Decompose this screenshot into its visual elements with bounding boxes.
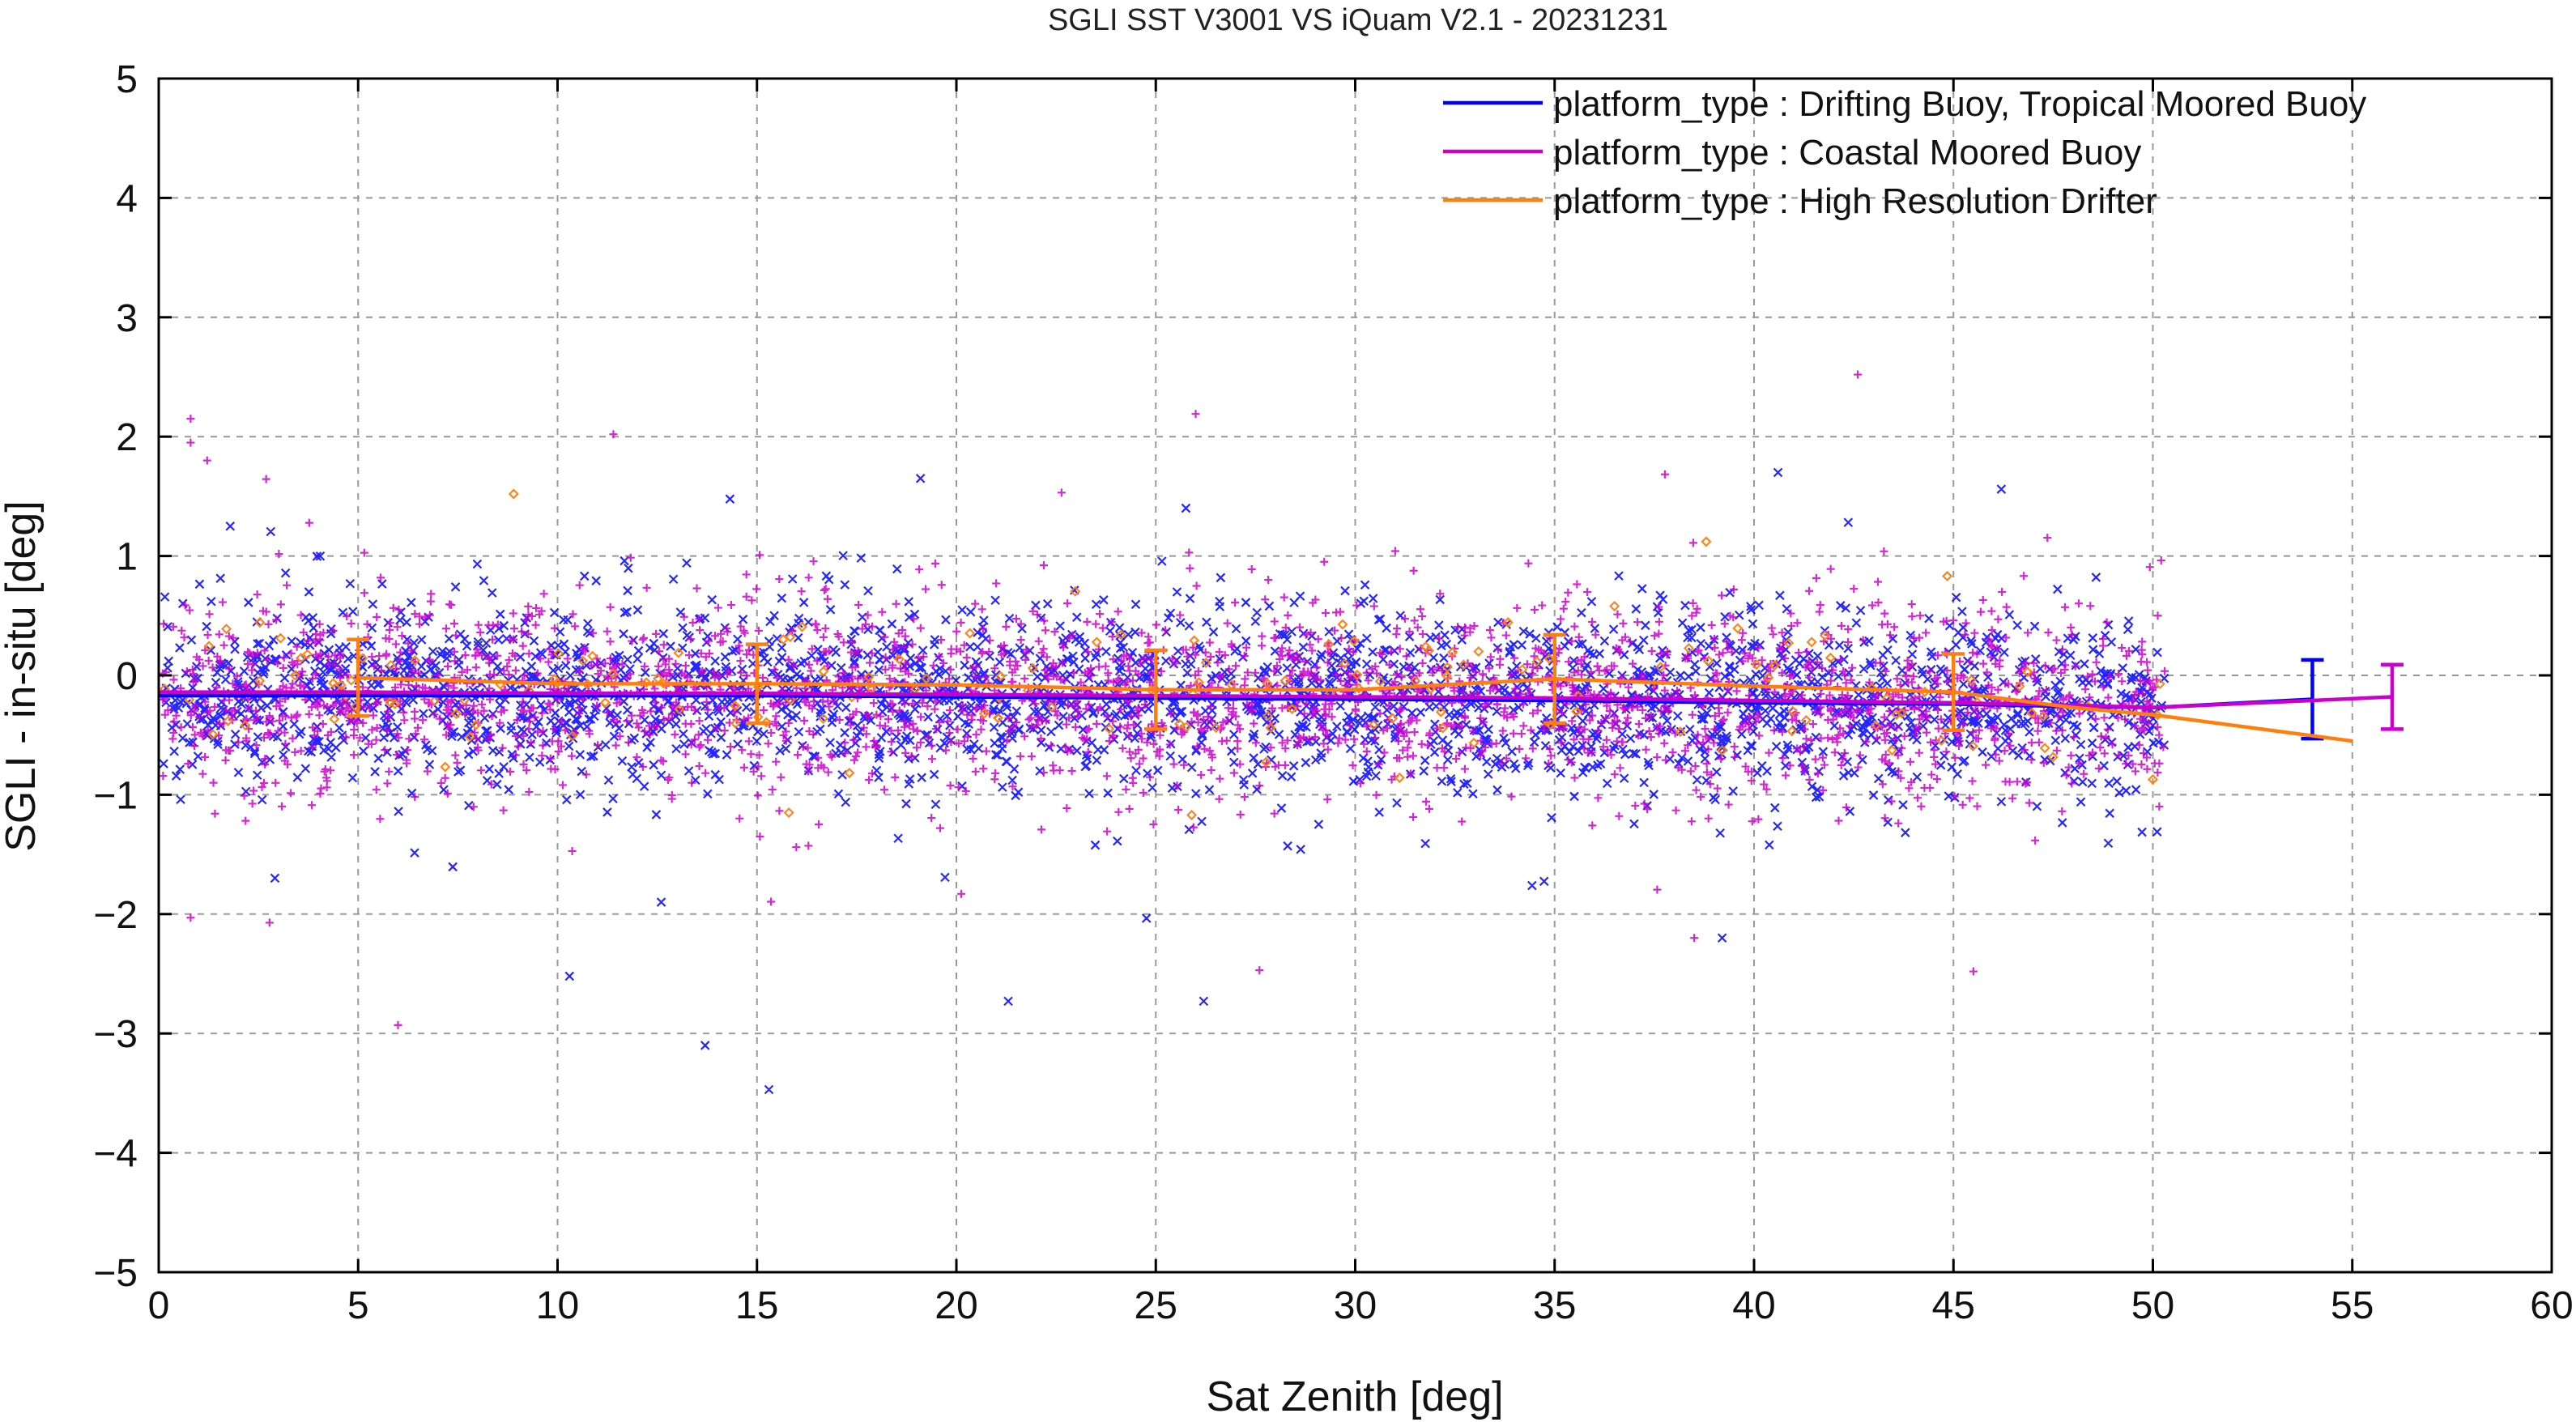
x-tick-label: 50	[2131, 1284, 2174, 1327]
x-tick-label: 5	[347, 1284, 369, 1327]
x-tick-label: 55	[2331, 1284, 2374, 1327]
x-tick-label: 0	[148, 1284, 170, 1327]
error-bar-drifter	[1942, 652, 1965, 733]
x-tick-label: 20	[935, 1284, 977, 1327]
y-tick-label: 3	[116, 297, 138, 340]
mean-lines	[159, 632, 2404, 743]
y-tick-label: −4	[93, 1133, 138, 1176]
y-tick-label: 2	[116, 416, 138, 459]
mean-line-drifter	[358, 675, 2353, 743]
legend-label: platform_type : Coastal Moored Buoy	[1553, 133, 2141, 172]
error-bar-coastal	[2381, 662, 2404, 731]
error-bar-drifter	[347, 637, 370, 718]
x-axis-label: Sat Zenith [deg]	[1206, 1373, 1503, 1420]
error-bar-drifter	[1543, 632, 1566, 726]
y-tick-label: 5	[116, 58, 138, 101]
y-tick-label: −3	[93, 1013, 138, 1056]
mean-line-coastal	[159, 690, 2393, 710]
x-tick-label: 30	[1334, 1284, 1377, 1327]
x-tick-label: 15	[735, 1284, 778, 1327]
y-tick-label: −1	[93, 774, 138, 817]
legend-label: platform_type : High Resolution Drifter	[1553, 181, 2157, 221]
x-tick-label: 40	[1732, 1284, 1775, 1327]
error-bar-drifter	[745, 642, 769, 726]
x-tick-label: 10	[536, 1284, 579, 1327]
y-tick-label: −5	[93, 1252, 138, 1295]
chart-title: SGLI SST V3001 VS iQuam V2.1 - 20231231	[1048, 3, 1668, 37]
x-tick-label: 35	[1533, 1284, 1576, 1327]
y-axis-label: SGLI - in-situ [deg]	[0, 500, 45, 852]
x-tick-label: 25	[1135, 1284, 1177, 1327]
y-tick-label: −2	[93, 894, 138, 937]
x-tick-label: 60	[2530, 1284, 2573, 1327]
x-tick-label: 45	[1932, 1284, 1975, 1327]
error-bar-drifter	[1144, 648, 1168, 731]
legend: platform_type : Drifting Buoy, Tropical …	[1443, 84, 2366, 221]
legend-label: platform_type : Drifting Buoy, Tropical …	[1553, 84, 2366, 124]
y-tick-label: 1	[116, 536, 138, 579]
y-tick-label: 0	[116, 655, 138, 698]
y-tick-label: 4	[116, 177, 138, 220]
